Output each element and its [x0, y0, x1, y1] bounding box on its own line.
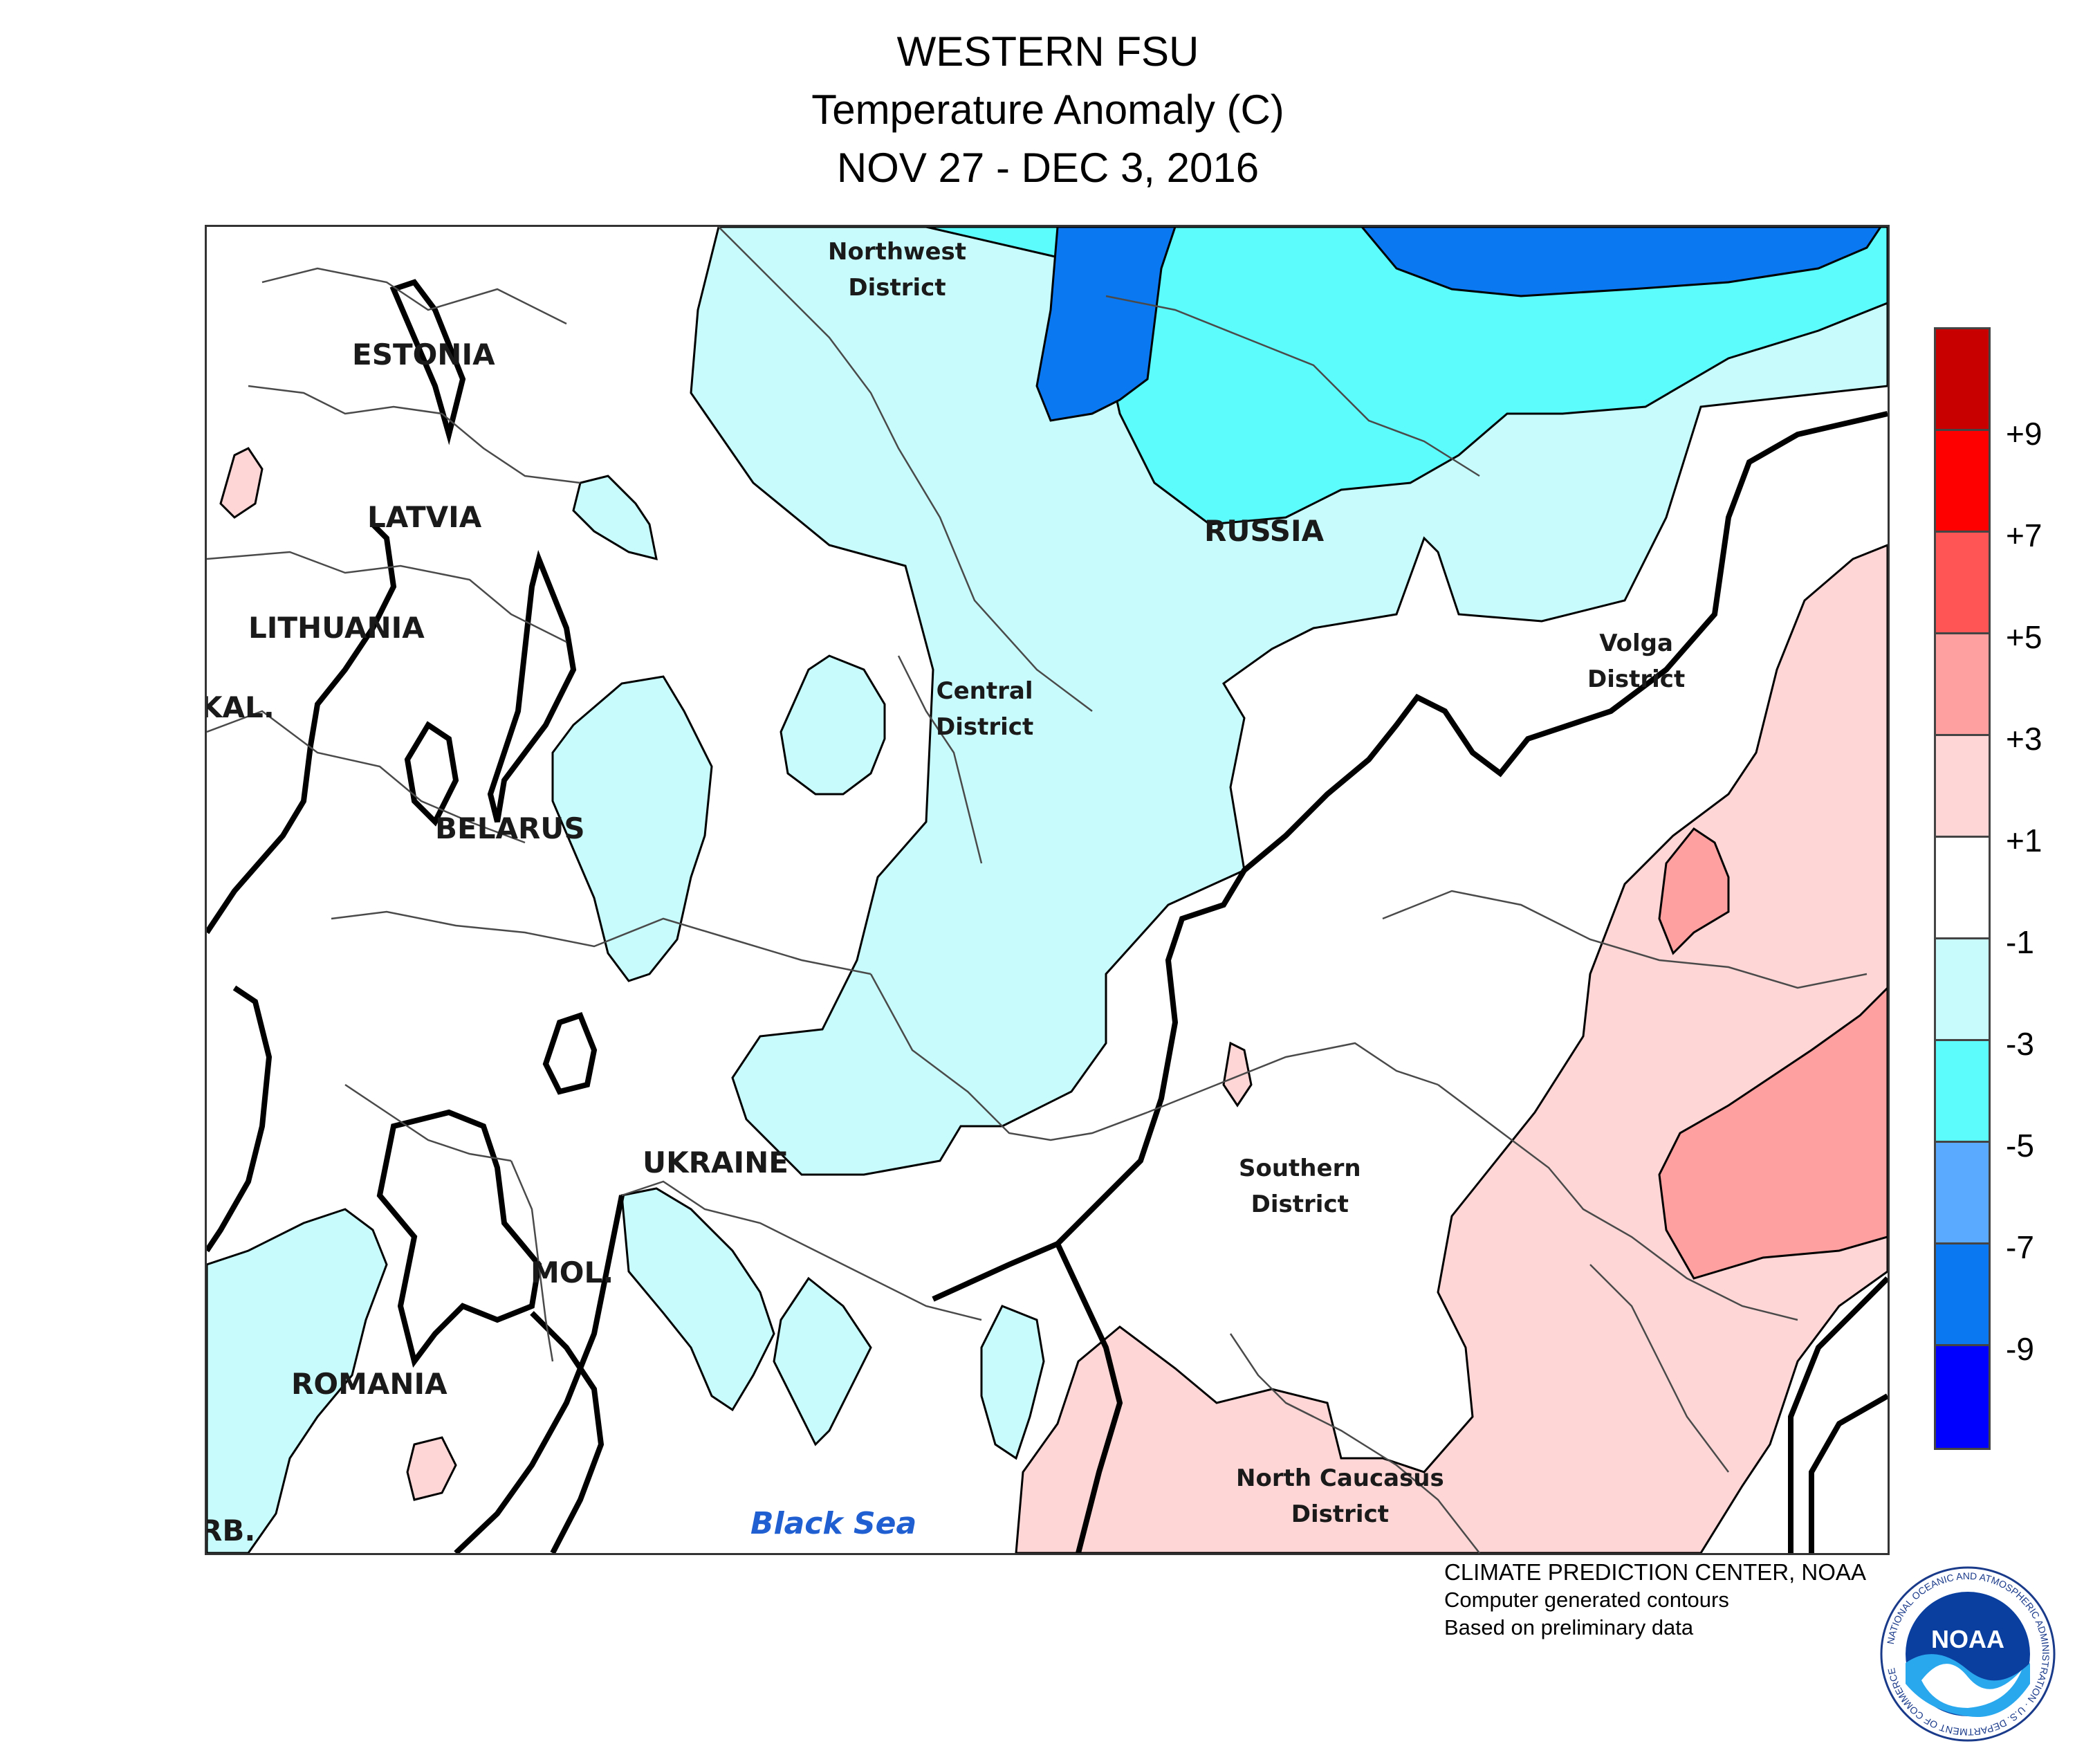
legend-tick: -3 [2006, 1026, 2034, 1062]
map-title: WESTERN FSU [896, 28, 1199, 75]
country-label-moldova: MOL. [531, 1256, 614, 1289]
anomaly-area-light-pink-east [1015, 544, 1888, 1553]
anomaly-area-light-cyan-azov [980, 1305, 1045, 1460]
legend-swatch-m3-m5 [1936, 1041, 1989, 1143]
anomaly-map-canvas [207, 227, 1888, 1553]
anomaly-area-pink-volga [1658, 827, 1730, 955]
anomaly-area-light-cyan-crimea2 [773, 1276, 872, 1446]
anomaly-area-blue-east [1361, 227, 1882, 297]
anomaly-area-light-pink-south [406, 1436, 457, 1501]
anomaly-map: ESTONIA LATVIA LITHUANIA KAL. BELARUS UK… [205, 225, 1890, 1555]
legend-swatch-1-3 [1936, 736, 1989, 838]
legend-tick: -9 [2006, 1331, 2034, 1367]
border-lines [207, 227, 1868, 1553]
legend-swatch-m5-m7 [1936, 1143, 1989, 1244]
anomaly-area-light-pink-center [1222, 1041, 1253, 1108]
country-label-estonia: ESTONIA [352, 338, 495, 371]
color-legend [1934, 327, 1991, 1450]
anomaly-area-light-cyan-southwest [207, 1208, 388, 1553]
country-label-lithuania: LITHUANIA [248, 611, 425, 645]
contour-lines [207, 279, 1888, 1553]
legend-tick: +3 [2006, 721, 2042, 757]
logo-text: NOAA [1931, 1625, 2004, 1653]
country-label-ukraine: UKRAINE [643, 1146, 788, 1179]
district-label-volga: Volga District [1587, 630, 1686, 693]
anomaly-area-light-cyan-crimea [620, 1187, 775, 1412]
country-label-latvia: LATVIA [367, 500, 482, 534]
legend-swatch-neutral [1936, 838, 1989, 939]
legend-swatch-7-9 [1936, 431, 1989, 533]
legend-tick: -5 [2006, 1128, 2034, 1164]
credits-line-2: Computer generated contours [1444, 1588, 1729, 1612]
anomaly-area-light-cyan-north [690, 227, 1888, 1176]
credits-line-3: Based on preliminary data [1444, 1615, 1694, 1639]
anomaly-area-light-cyan-ukraine [551, 675, 713, 982]
legend-tick: +9 [2006, 416, 2042, 452]
anomaly-area-light-cyan-blob2 [780, 654, 886, 796]
country-label-serbia: RB. [205, 1514, 256, 1547]
legend-swatch-m1-m3 [1936, 939, 1989, 1041]
legend-tick: -7 [2006, 1229, 2034, 1265]
sea-label-black-sea: Black Sea [750, 1506, 917, 1541]
country-label-romania: ROMANIA [291, 1367, 448, 1401]
district-label-southern: Southern District [1239, 1155, 1361, 1218]
country-label-kaliningrad: KAL. [205, 690, 275, 724]
legend-tick: +1 [2006, 823, 2042, 858]
legend-swatch-m7-m9 [1936, 1244, 1989, 1346]
legend-tick: -1 [2006, 924, 2034, 960]
anomaly-area-pink-east [1658, 986, 1888, 1280]
credits-line-1: CLIMATE PREDICTION CENTER, NOAA [1444, 1559, 1866, 1585]
map-date-range: NOV 27 - DEC 3, 2016 [836, 145, 1260, 191]
credits-block: CLIMATE PREDICTION CENTER, NOAA Computer… [1444, 1559, 1866, 1642]
district-label-northwest: Northwest District [828, 238, 966, 302]
map-subtitle: Temperature Anomaly (C) [811, 86, 1284, 133]
anomaly-area-cyan-north [925, 227, 1888, 526]
anomaly-area-light-cyan-blob3 [572, 475, 658, 561]
legend-swatch-below-m9 [1936, 1346, 1989, 1448]
noaa-logo-icon: NOAA NATIONAL OCEANIC AND ATMOSPHERIC AD… [1880, 1566, 2056, 1742]
country-label-russia: RUSSIA [1204, 514, 1325, 548]
legend-tick: +7 [2006, 517, 2042, 553]
legend-swatch-3-5 [1936, 634, 1989, 736]
district-label-north-caucasus: North Caucasus District [1236, 1464, 1444, 1528]
legend-swatch-above-9 [1936, 329, 1989, 431]
district-label-central: Central District [936, 677, 1034, 741]
legend-tick: +5 [2006, 619, 2042, 655]
country-label-belarus: BELARUS [435, 811, 585, 845]
anomaly-area-light-pink-west [219, 447, 264, 519]
legend-swatch-5-7 [1936, 533, 1989, 634]
anomaly-area-blue-west [1035, 227, 1177, 422]
